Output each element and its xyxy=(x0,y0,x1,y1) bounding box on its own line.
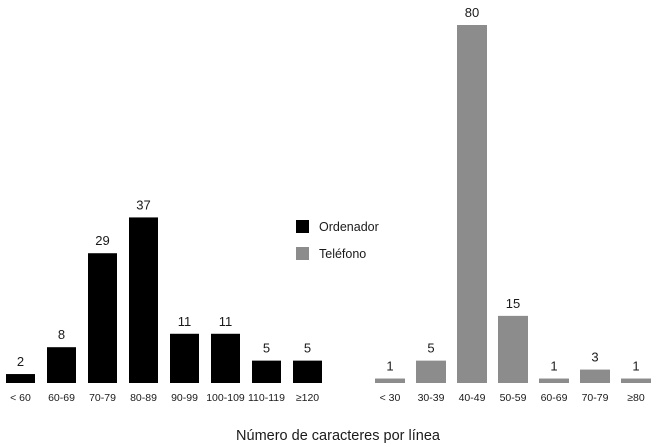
ordenador-value-label-ge120: 5 xyxy=(304,341,311,356)
telefono-tick-label-50-59: 50-59 xyxy=(500,392,527,404)
ordenador-value-label-60-69: 8 xyxy=(58,327,65,342)
telefono-bar-50-59 xyxy=(498,315,528,383)
telefono-value-label-60-69: 1 xyxy=(550,359,557,374)
ordenador-value-label-90-99: 11 xyxy=(178,314,192,329)
legend: Ordenador Teléfono xyxy=(296,220,379,261)
telefono-bars: 1 < 30 5 30-39 80 40-49 15 50-59 1 60-69 3 70-79 1 ≥8… xyxy=(375,5,651,404)
legend-label-ordenador: Ordenador xyxy=(319,220,379,234)
ordenador-tick-label-lt-60: < 60 xyxy=(10,392,31,404)
telefono-value-label-ge80: 1 xyxy=(632,359,639,374)
telefono-tick-label-70-79: 70-79 xyxy=(582,392,609,404)
ordenador-bar-70-79 xyxy=(88,253,117,383)
legend-swatch-ordenador xyxy=(296,220,309,233)
ordenador-tick-label-ge120: ≥120 xyxy=(296,392,319,404)
telefono-bar-30-39 xyxy=(416,360,446,383)
telefono-value-label-50-59: 15 xyxy=(506,296,520,311)
telefono-bar-lt-30 xyxy=(375,378,405,383)
ordenador-bar-90-99 xyxy=(170,333,199,383)
ordenador-tick-label-70-79: 70-79 xyxy=(89,392,116,404)
ordenador-bar-lt-60 xyxy=(6,374,35,383)
ordenador-tick-label-90-99: 90-99 xyxy=(171,392,198,404)
telefono-tick-label-ge80: ≥80 xyxy=(627,392,645,404)
telefono-bar-ge80 xyxy=(621,378,651,383)
ordenador-bars: 2 < 60 8 60-69 29 70-79 37 80-89 11 90-99 11 100-10… xyxy=(6,197,322,404)
ordenador-value-label-80-89: 37 xyxy=(136,197,150,212)
ordenador-value-label-110-119: 5 xyxy=(263,341,270,356)
ordenador-tick-label-100-109: 100-109 xyxy=(206,392,245,404)
telefono-value-label-lt-30: 1 xyxy=(386,359,393,374)
ordenador-tick-label-80-89: 80-89 xyxy=(130,392,157,404)
telefono-value-label-30-39: 5 xyxy=(427,341,434,356)
legend-swatch-telefono xyxy=(296,247,309,260)
ordenador-value-label-70-79: 29 xyxy=(95,233,109,248)
telefono-tick-label-30-39: 30-39 xyxy=(418,392,445,404)
legend-label-telefono: Teléfono xyxy=(319,247,366,261)
ordenador-bar-60-69 xyxy=(47,347,76,383)
ordenador-value-label-100-109: 11 xyxy=(219,314,233,329)
telefono-tick-label-60-69: 60-69 xyxy=(541,392,568,404)
telefono-value-label-40-49: 80 xyxy=(465,5,479,20)
ordenador-bar-ge120 xyxy=(293,360,322,383)
telefono-tick-label-40-49: 40-49 xyxy=(459,392,486,404)
telefono-bar-70-79 xyxy=(580,369,610,383)
telefono-value-label-70-79: 3 xyxy=(591,350,598,365)
telefono-bar-40-49 xyxy=(457,25,487,383)
x-axis-title: Número de caracteres por línea xyxy=(236,428,441,444)
ordenador-bar-80-89 xyxy=(129,217,158,383)
ordenador-tick-label-110-119: 110-119 xyxy=(248,392,285,404)
ordenador-bar-110-119 xyxy=(252,360,281,383)
telefono-tick-label-lt-30: < 30 xyxy=(380,392,401,404)
ordenador-value-label-lt-60: 2 xyxy=(17,354,24,369)
ordenador-tick-label-60-69: 60-69 xyxy=(48,392,75,404)
ordenador-bar-100-109 xyxy=(211,333,240,383)
telefono-bar-60-69 xyxy=(539,378,569,383)
